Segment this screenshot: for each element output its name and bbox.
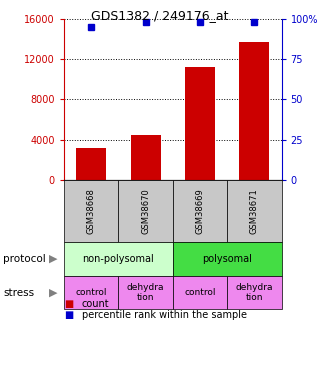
Bar [118, 276, 173, 309]
Bar [185, 67, 215, 180]
Text: count: count [82, 299, 109, 309]
Text: dehydra
tion: dehydra tion [127, 283, 164, 302]
Text: GSM38669: GSM38669 [196, 188, 204, 234]
Bar [239, 42, 269, 180]
Bar [64, 276, 118, 309]
Text: control: control [76, 288, 107, 297]
Text: GDS1382 / 249176_at: GDS1382 / 249176_at [91, 9, 229, 22]
Text: polysomal: polysomal [202, 254, 252, 264]
Bar [173, 242, 282, 276]
Text: non-polysomal: non-polysomal [83, 254, 154, 264]
Bar [131, 135, 161, 180]
Text: GSM38670: GSM38670 [141, 188, 150, 234]
Text: GSM38671: GSM38671 [250, 188, 259, 234]
Bar [227, 180, 282, 242]
Text: control: control [184, 288, 216, 297]
Text: dehydra
tion: dehydra tion [236, 283, 273, 302]
Text: stress: stress [3, 288, 34, 297]
Text: ▶: ▶ [49, 288, 57, 297]
Bar [118, 180, 173, 242]
Bar [76, 148, 106, 180]
Bar [64, 242, 173, 276]
Text: ■: ■ [64, 299, 73, 309]
Bar [173, 180, 227, 242]
Bar [64, 180, 118, 242]
Text: protocol: protocol [3, 254, 46, 264]
Text: ■: ■ [64, 310, 73, 320]
Text: percentile rank within the sample: percentile rank within the sample [82, 310, 247, 320]
Bar [173, 276, 227, 309]
Text: ▶: ▶ [49, 254, 57, 264]
Bar [227, 276, 282, 309]
Text: GSM38668: GSM38668 [87, 188, 96, 234]
